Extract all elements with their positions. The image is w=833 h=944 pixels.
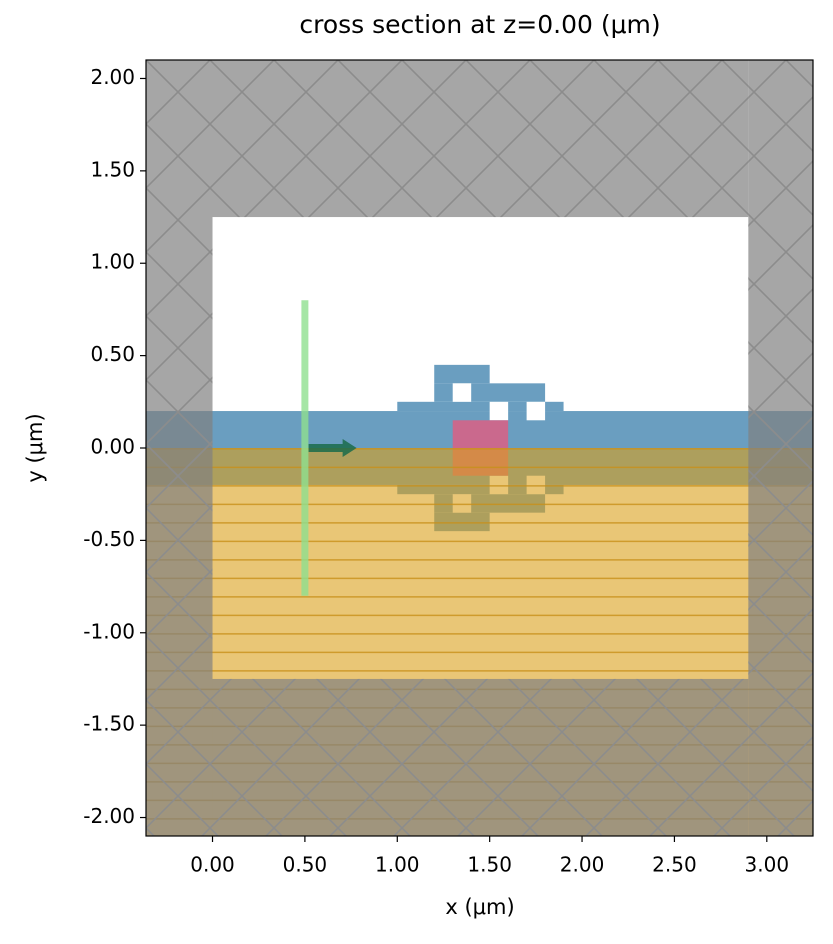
- pml-hatch: [212, 60, 749, 218]
- hole: [452, 383, 472, 402]
- hole: [489, 401, 509, 421]
- y-axis-label: y (μm): [23, 413, 47, 482]
- x-axis-label: x (μm): [445, 895, 514, 919]
- y-tick-label: 1.50: [90, 157, 135, 181]
- x-tick-label: 3.00: [745, 853, 790, 877]
- y-tick-label: -1.00: [83, 619, 135, 643]
- pml-hatch: [212, 678, 749, 836]
- y-tick-label: -0.50: [83, 527, 135, 551]
- y-tick-label: 1.00: [90, 250, 135, 274]
- y-tick-label: 0.50: [90, 342, 135, 366]
- x-tick-label: 2.00: [560, 853, 605, 877]
- plot-area: [146, 60, 813, 836]
- x-tick-label: 1.00: [375, 853, 420, 877]
- chart-title: cross section at z=0.00 (μm): [299, 10, 660, 39]
- pml-hatch: [748, 60, 813, 836]
- design-block: [434, 383, 546, 402]
- design-block: [397, 401, 564, 412]
- x-tick-label: 0.50: [283, 853, 328, 877]
- hole: [526, 401, 546, 421]
- y-tick-label: 2.00: [90, 65, 135, 89]
- pml-hatch: [146, 60, 213, 836]
- y-tick-label: -2.00: [83, 804, 135, 828]
- source-arrow: [308, 439, 357, 457]
- x-tick-label: 1.50: [467, 853, 512, 877]
- y-tick-label: 0.00: [90, 435, 135, 459]
- y-tick-label: -1.50: [83, 712, 135, 736]
- axes: 0.00 0.50 1.00 1.50 2.00 2.50 3.00 -2.00 -1.50 -1…: [83, 59, 814, 877]
- x-tick-label: 2.50: [652, 853, 697, 877]
- design-block: [434, 364, 490, 384]
- x-tick-label: 0.00: [190, 853, 235, 877]
